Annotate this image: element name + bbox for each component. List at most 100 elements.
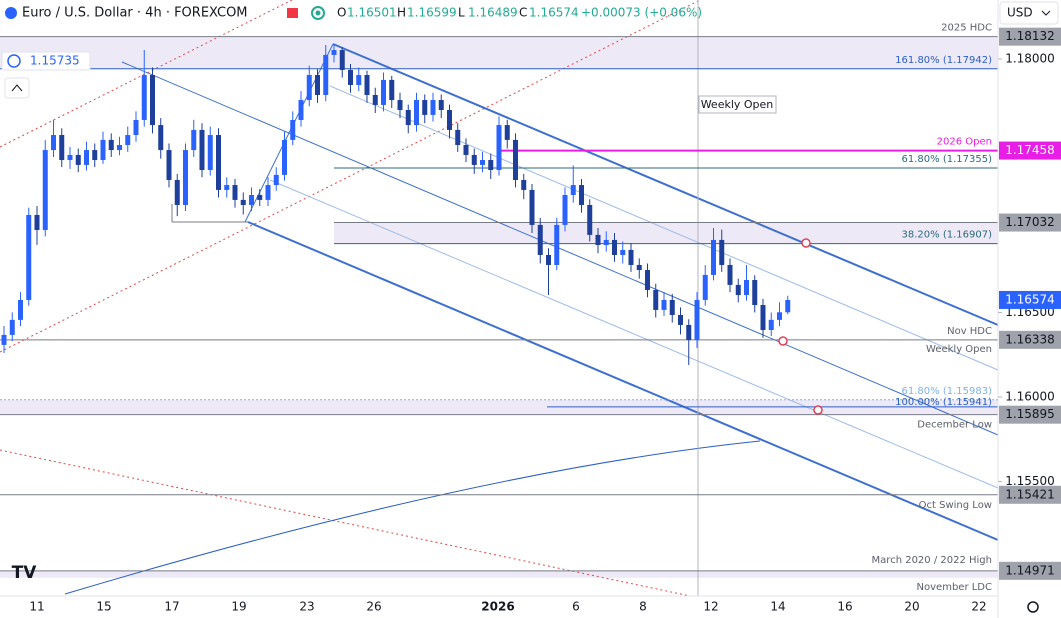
candle-body — [496, 125, 502, 170]
candle-body — [108, 139, 114, 151]
candle-body — [9, 319, 15, 335]
candle-body — [59, 135, 65, 161]
x-tick-label: 16 — [837, 600, 852, 614]
candle-body — [348, 69, 353, 85]
candle-body — [628, 249, 634, 265]
annotation-box — [698, 95, 777, 114]
candle-body — [174, 179, 180, 205]
candle-body — [777, 312, 782, 320]
ohlc-prefix: O — [337, 6, 346, 20]
candle-body — [84, 150, 89, 165]
x-tick-label: 2026 — [481, 600, 514, 614]
candle-body — [546, 254, 551, 265]
candle-body — [389, 79, 395, 101]
cursor-badge[interactable] — [1, 51, 91, 71]
candle-body — [438, 100, 444, 111]
y-tick-label: 1.15500 — [1005, 474, 1055, 488]
level-label: Nov HDC — [947, 326, 992, 337]
zones — [0, 36, 998, 578]
candle-body — [744, 280, 749, 296]
candle-body — [504, 125, 510, 140]
price-badge-label: 1.15895 — [1005, 407, 1055, 421]
candle-body — [67, 154, 73, 161]
price-badge — [999, 485, 1061, 504]
candle-body — [537, 224, 543, 255]
level-label: Weekly Open — [926, 344, 992, 355]
candle-body — [133, 119, 139, 136]
candle-body — [735, 284, 741, 296]
price-badge — [999, 561, 1061, 580]
candle-body — [51, 135, 56, 151]
candle-body — [100, 139, 106, 161]
candle-body — [480, 160, 485, 165]
price-badge — [999, 213, 1061, 232]
candle-body — [26, 214, 32, 300]
candle-body — [570, 185, 576, 196]
candle-body — [661, 299, 667, 310]
candle-body — [579, 185, 584, 205]
currency: USD — [1007, 6, 1033, 20]
candle-body — [315, 75, 320, 95]
level-label: 161.80% (1.17942) — [895, 55, 992, 66]
x-tick-label: 8 — [639, 600, 647, 614]
x-tick-label: 15 — [96, 600, 111, 614]
candle-body — [1, 334, 7, 345]
candle-body — [595, 234, 601, 246]
level-label: Oct Swing Low — [919, 500, 992, 511]
zone — [0, 399, 998, 415]
candle-body — [694, 299, 700, 340]
change: +0.00073 (+0.06%) — [581, 6, 702, 20]
candle-body — [686, 324, 692, 340]
price-badge-label: 1.15421 — [1005, 487, 1055, 501]
candle-body — [191, 129, 197, 151]
candle-body — [529, 189, 535, 225]
candle-body — [356, 75, 362, 85]
candle-body — [207, 135, 213, 170]
candle-body — [587, 204, 593, 235]
candle-body — [42, 150, 48, 230]
channel-upper — [332, 43, 999, 326]
ohlc-value: 1.16599 — [407, 6, 457, 20]
price-badge-label: 1.18132 — [1005, 29, 1055, 43]
candle-body — [273, 174, 279, 186]
current-price-label: 1.16574 — [1005, 292, 1055, 306]
candle-body — [381, 79, 386, 105]
candle-body — [447, 110, 452, 130]
candle-body — [636, 264, 642, 271]
settings-icon[interactable] — [1027, 601, 1039, 613]
price-badge-label: 1.17458 — [1005, 143, 1055, 157]
level-label: 2025 HDC — [941, 23, 992, 34]
candle-body — [513, 139, 518, 180]
touch-point — [813, 405, 823, 415]
flag-icon[interactable] — [287, 8, 298, 18]
candle-body — [785, 299, 791, 313]
candle-body — [75, 154, 81, 165]
ohlc-legend: O 1.16501 H 1.16599 L 1.16489 C 1.16574 — [337, 6, 579, 20]
price-badge — [999, 405, 1061, 424]
x-tick-label: 19 — [231, 600, 246, 614]
level-label: 61.80% (1.15983) — [902, 386, 993, 397]
x-tick-label: 12 — [703, 600, 718, 614]
candle-body — [183, 150, 188, 205]
x-tick-label: 14 — [770, 600, 785, 614]
currency-button[interactable] — [999, 1, 1059, 25]
candle-body — [298, 100, 304, 120]
level-label: December Low — [917, 420, 992, 431]
candle-body — [702, 274, 708, 300]
candle-body — [414, 100, 419, 126]
candle-body — [141, 75, 147, 120]
y-tick-label: 1.18000 — [1005, 51, 1055, 65]
ohlc-value: 1.16501 — [347, 6, 397, 20]
price-badge — [999, 141, 1061, 160]
currency-caret — [1041, 10, 1051, 16]
candle-body — [760, 305, 766, 331]
candle-body — [92, 150, 98, 161]
collapse-button[interactable] — [4, 77, 30, 99]
y-tick-label: 1.16000 — [1005, 389, 1055, 403]
level-label: 61.80% (1.17355) — [902, 154, 993, 165]
collapse-icon — [11, 84, 23, 92]
candle-body — [727, 264, 733, 285]
candle-body — [711, 239, 716, 275]
candle-body — [265, 185, 271, 200]
